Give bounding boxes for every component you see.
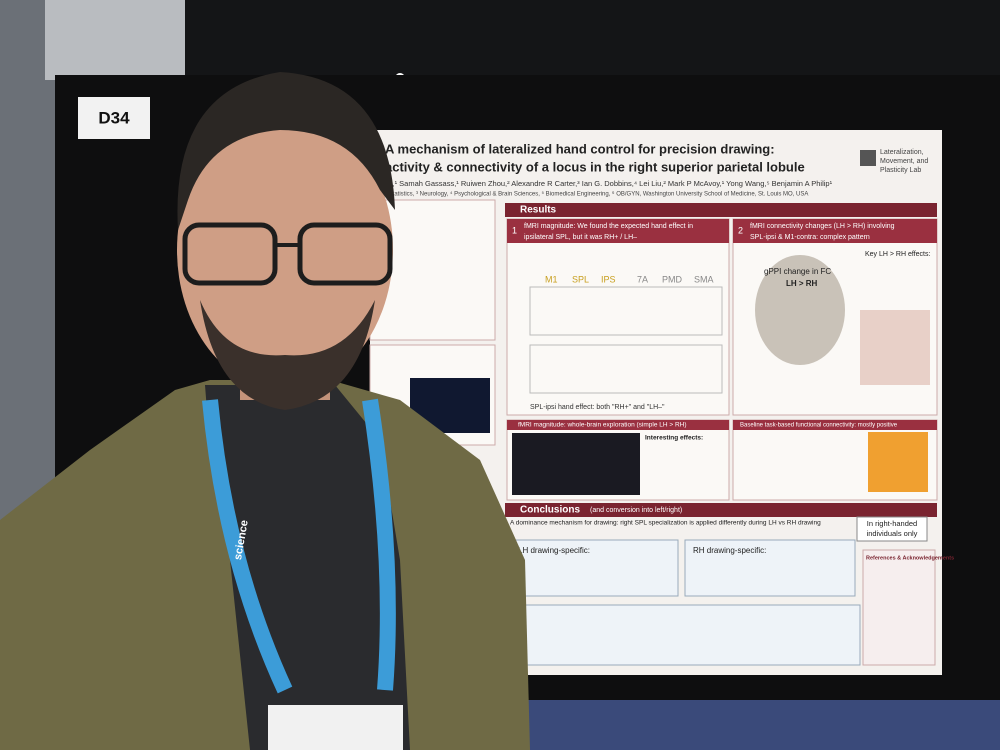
shirt bbox=[205, 385, 410, 750]
brain-maps bbox=[512, 433, 640, 495]
qr-code bbox=[860, 150, 876, 166]
poster-affiliations: iostatistics, ³ Neurology, ⁴ Psychologic… bbox=[385, 191, 808, 198]
beard bbox=[200, 300, 375, 410]
section-bar bbox=[505, 203, 937, 217]
poster-authors: pil,¹ Samah Gassass,¹ Ruiwen Zhou,² Alex… bbox=[385, 179, 833, 188]
violin-plot-area bbox=[529, 344, 723, 394]
panel-heading: SPL-ipsi & M1-contra: complex pattern bbox=[750, 234, 870, 241]
roi-label: IPS bbox=[601, 274, 616, 284]
brain-image bbox=[755, 255, 845, 365]
panel-note: Interesting effects: bbox=[645, 435, 703, 442]
panel-heading: fMRI connectivity changes (LH > RH) invo… bbox=[750, 223, 895, 230]
roi-label: SMA bbox=[694, 274, 714, 284]
panel-header bbox=[733, 219, 937, 243]
glasses bbox=[182, 222, 278, 286]
conclusion-box bbox=[509, 539, 679, 597]
lanyard bbox=[362, 398, 396, 691]
matrix-image bbox=[868, 432, 928, 492]
roi-label: 7A bbox=[637, 274, 648, 284]
panel-heading: fMRI magnitude: whole-brain exploration … bbox=[518, 422, 687, 429]
references-heading: References & Acknowledgements bbox=[866, 555, 954, 561]
panel-number: 2 bbox=[738, 225, 743, 235]
roi-labels: M1 SPL IPS 7A PMD SMA bbox=[545, 274, 714, 284]
conclusion-heading: LH drawing-specific: bbox=[518, 546, 590, 555]
section-heading: Results bbox=[520, 205, 557, 216]
panel-number: 1 bbox=[512, 225, 517, 235]
lanyard bbox=[202, 399, 293, 694]
glasses bbox=[297, 222, 393, 286]
violin-plot-area bbox=[529, 286, 723, 336]
callout-text: In right-handed bbox=[867, 519, 917, 528]
roi-label: SPL bbox=[572, 274, 589, 284]
conclusion-box bbox=[509, 604, 861, 666]
wall-panel bbox=[45, 0, 185, 80]
conclusion-text: A dominance mechanism for drawing: right… bbox=[510, 520, 821, 527]
poster-title: A mechanism of lateralized hand control … bbox=[385, 141, 775, 156]
references-box bbox=[862, 549, 936, 666]
panel-header bbox=[507, 219, 729, 243]
panel-note: SPL-ipsi hand effect: both "RH+" and "LH… bbox=[530, 404, 665, 411]
conclusion-box bbox=[684, 539, 856, 597]
panel-header bbox=[733, 420, 937, 430]
gppi-label: LH > RH bbox=[786, 279, 818, 288]
roi-label: M1 bbox=[545, 274, 558, 284]
section-subheading: (and conversion into left/right) bbox=[590, 507, 682, 514]
face bbox=[177, 110, 393, 390]
matrix-image bbox=[860, 310, 930, 385]
panel-heading: fMRI magnitude: We found the expected ha… bbox=[524, 223, 693, 230]
key-effects: Key LH > RH effects: bbox=[865, 251, 930, 258]
lab-name: Lateralization, bbox=[880, 149, 924, 156]
callout-box bbox=[856, 516, 928, 542]
hair bbox=[177, 72, 395, 230]
section-bar bbox=[505, 503, 937, 517]
sign bbox=[78, 97, 150, 139]
gppi-label: gPPI change in FC bbox=[764, 267, 831, 276]
lab-name: Movement, and bbox=[880, 158, 928, 165]
roi-label: PMD bbox=[662, 274, 683, 284]
panel bbox=[506, 218, 730, 416]
callout-text: individuals only bbox=[867, 529, 918, 538]
panel-heading: ipsilateral SPL, but it was RH+ / LH– bbox=[524, 234, 637, 241]
panel-heading: Baseline task-based functional connectiv… bbox=[740, 423, 898, 429]
lab-name: Plasticity Lab bbox=[880, 167, 921, 174]
poster-title: activity & connectivity of a locus in th… bbox=[385, 159, 805, 174]
sign-label: D34 bbox=[98, 108, 130, 127]
section-heading: Conclusions bbox=[520, 505, 580, 516]
badge bbox=[268, 705, 403, 750]
conclusion-heading: RH drawing-specific: bbox=[693, 546, 766, 555]
panel-header bbox=[507, 420, 729, 430]
